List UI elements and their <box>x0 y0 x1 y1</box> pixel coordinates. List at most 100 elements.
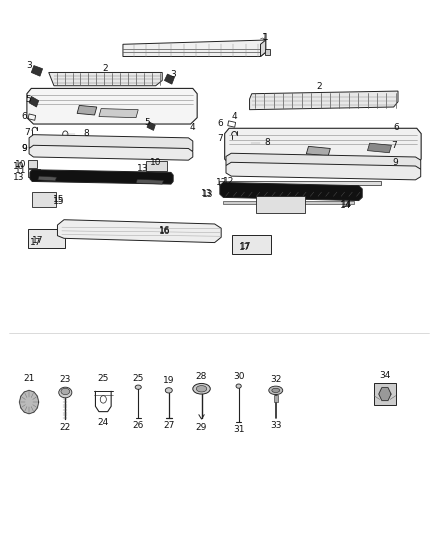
Ellipse shape <box>196 385 207 392</box>
Text: 9: 9 <box>392 158 398 167</box>
Text: 13: 13 <box>201 189 212 198</box>
Polygon shape <box>220 182 362 200</box>
Ellipse shape <box>165 387 172 393</box>
Text: 7: 7 <box>24 127 30 136</box>
Text: 2: 2 <box>102 64 108 73</box>
Ellipse shape <box>193 383 210 394</box>
Text: 4: 4 <box>190 123 196 132</box>
Text: 11: 11 <box>15 166 27 175</box>
Bar <box>28 169 40 177</box>
Bar <box>32 192 56 207</box>
Circle shape <box>49 197 52 201</box>
Bar <box>232 235 272 254</box>
Text: 15: 15 <box>53 195 64 204</box>
Polygon shape <box>29 135 193 154</box>
Text: 13: 13 <box>137 164 148 173</box>
Text: 1: 1 <box>262 34 268 43</box>
Ellipse shape <box>272 388 280 392</box>
Text: 13: 13 <box>202 190 214 199</box>
Text: 14: 14 <box>340 201 351 211</box>
Text: 10: 10 <box>15 160 27 169</box>
Text: 3: 3 <box>170 70 176 78</box>
Text: 30: 30 <box>233 372 244 381</box>
Text: 26: 26 <box>133 422 144 431</box>
Text: 16: 16 <box>159 228 170 237</box>
Bar <box>219 181 381 185</box>
Text: 12: 12 <box>215 178 227 187</box>
Polygon shape <box>29 143 41 151</box>
Text: 16: 16 <box>159 226 170 235</box>
Circle shape <box>33 236 38 241</box>
Text: 2: 2 <box>317 82 322 91</box>
Bar <box>265 49 270 55</box>
Polygon shape <box>306 147 330 156</box>
Text: 7: 7 <box>392 141 397 150</box>
Circle shape <box>73 229 77 233</box>
Text: 8: 8 <box>83 129 89 138</box>
Polygon shape <box>136 179 163 184</box>
Text: 17: 17 <box>32 237 43 246</box>
Text: 10: 10 <box>13 162 25 171</box>
Bar <box>274 394 278 402</box>
Polygon shape <box>225 128 421 165</box>
Polygon shape <box>38 176 57 181</box>
Text: 17: 17 <box>240 243 252 252</box>
Ellipse shape <box>135 385 141 389</box>
Text: 32: 32 <box>270 375 282 384</box>
Polygon shape <box>379 387 391 400</box>
Polygon shape <box>123 40 266 56</box>
Text: 31: 31 <box>233 425 244 434</box>
Text: 10: 10 <box>150 158 162 167</box>
Bar <box>146 161 166 171</box>
Polygon shape <box>226 163 421 180</box>
Ellipse shape <box>236 384 241 388</box>
Circle shape <box>42 197 46 201</box>
Circle shape <box>165 229 168 233</box>
Polygon shape <box>164 74 174 84</box>
Polygon shape <box>226 154 421 172</box>
Polygon shape <box>29 146 193 160</box>
Text: 7: 7 <box>218 134 223 143</box>
Text: 12: 12 <box>223 177 235 186</box>
Polygon shape <box>367 143 392 153</box>
Circle shape <box>126 229 129 233</box>
Polygon shape <box>31 66 42 76</box>
Polygon shape <box>19 390 39 414</box>
Circle shape <box>25 397 33 407</box>
Circle shape <box>256 242 261 247</box>
Text: 34: 34 <box>379 371 391 380</box>
Text: 17: 17 <box>240 244 251 253</box>
Polygon shape <box>49 72 162 86</box>
Text: 24: 24 <box>98 418 109 427</box>
Circle shape <box>264 242 268 247</box>
Text: 5: 5 <box>144 118 150 127</box>
Circle shape <box>100 395 106 403</box>
Text: 29: 29 <box>196 423 207 432</box>
Text: 6: 6 <box>22 111 28 120</box>
Circle shape <box>42 236 46 241</box>
Circle shape <box>270 202 275 207</box>
Ellipse shape <box>59 387 72 398</box>
Text: 25: 25 <box>98 374 109 383</box>
Text: 5: 5 <box>25 94 31 103</box>
Ellipse shape <box>269 386 283 394</box>
Circle shape <box>247 242 251 247</box>
Polygon shape <box>147 122 155 131</box>
Bar <box>28 160 37 168</box>
Polygon shape <box>29 96 39 107</box>
Text: 28: 28 <box>196 372 207 381</box>
Text: 9: 9 <box>22 144 28 153</box>
Text: 22: 22 <box>60 423 71 432</box>
Bar <box>256 196 305 213</box>
Polygon shape <box>30 169 173 184</box>
Circle shape <box>291 202 295 207</box>
Polygon shape <box>57 220 221 243</box>
Polygon shape <box>261 40 266 56</box>
Polygon shape <box>250 91 398 110</box>
Text: 6: 6 <box>218 119 223 128</box>
Text: 15: 15 <box>53 197 64 206</box>
Circle shape <box>57 236 62 241</box>
Text: 27: 27 <box>163 421 174 430</box>
Text: 19: 19 <box>163 376 174 385</box>
Circle shape <box>200 229 203 233</box>
